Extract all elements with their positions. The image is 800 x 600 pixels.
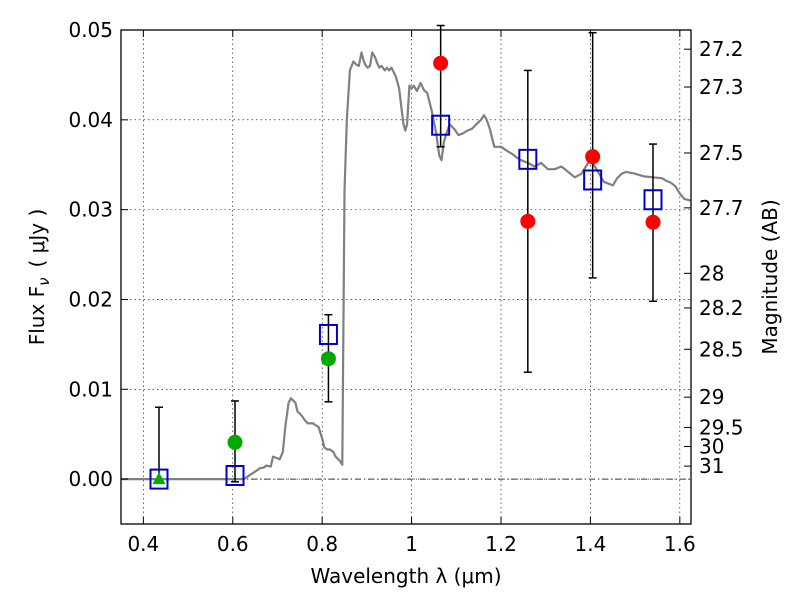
mag-tick-label: 27.7 <box>699 196 744 220</box>
data-point <box>227 434 243 450</box>
x-tick-label: 0.4 <box>127 532 159 556</box>
y-tick-label: 0.05 <box>68 18 113 42</box>
mag-tick-label: 29 <box>699 385 724 409</box>
y-tick-label: 0.03 <box>68 198 113 222</box>
mag-tick-label: 27.3 <box>699 75 744 99</box>
x-tick-label: 1 <box>405 532 418 556</box>
y-axis-label-main: Flux F <box>25 286 49 345</box>
model-point-square <box>518 148 538 170</box>
y-tick-label: 0.01 <box>68 377 113 401</box>
y-tick-label: 0.00 <box>68 467 113 491</box>
x-tick-label: 0.8 <box>306 532 338 556</box>
mag-tick-label: 28.5 <box>699 337 744 361</box>
data-point <box>520 213 536 229</box>
data-point <box>433 55 449 71</box>
grid-lines <box>121 29 691 524</box>
model-point-square <box>583 169 603 191</box>
model-point-square <box>225 464 245 486</box>
mag-tick-label: 29.5 <box>699 415 744 439</box>
mag-tick-label: 28.2 <box>699 296 744 320</box>
x-axis-label: Wavelength λ (μm) <box>310 564 501 588</box>
model-point-square <box>149 468 169 490</box>
plot-frame <box>120 29 692 525</box>
y-axis-label-unit: ( μJy ) <box>25 209 49 268</box>
model-point-square <box>643 189 663 211</box>
x-tick-label: 1.6 <box>664 532 696 556</box>
y-axis-label-sub: ν <box>35 277 53 285</box>
model-point-square <box>318 323 338 345</box>
mag-tick-label: 28 <box>699 261 724 285</box>
y-tick-label: 0.04 <box>68 108 113 132</box>
data-point-triangle <box>152 472 166 485</box>
data-point <box>585 149 601 165</box>
mag-tick-label: 31 <box>699 454 724 478</box>
mag-tick-label: 27.5 <box>699 141 744 165</box>
mag-tick-label: 30 <box>699 434 724 458</box>
y-tick-label: 0.02 <box>68 287 113 311</box>
right-axis-label: Magnitude (AB) <box>758 199 782 354</box>
model-point-square <box>431 114 451 136</box>
plot-area <box>121 24 692 490</box>
sed-model-line <box>121 51 692 481</box>
x-tick-label: 0.6 <box>217 532 249 556</box>
x-tick-label: 1.2 <box>485 532 517 556</box>
mag-tick-label: 27.2 <box>699 37 744 61</box>
axes: 0.4 0.6 0.8 1 1.2 1.4 1.6 0.00 0.01 0.02 0.03 0.04 0… <box>68 18 743 556</box>
data-point <box>645 214 661 230</box>
x-tick-label: 1.4 <box>575 532 607 556</box>
y-axis-label: Flux Fν ( μJy ) <box>25 209 53 346</box>
data-point <box>320 351 336 367</box>
